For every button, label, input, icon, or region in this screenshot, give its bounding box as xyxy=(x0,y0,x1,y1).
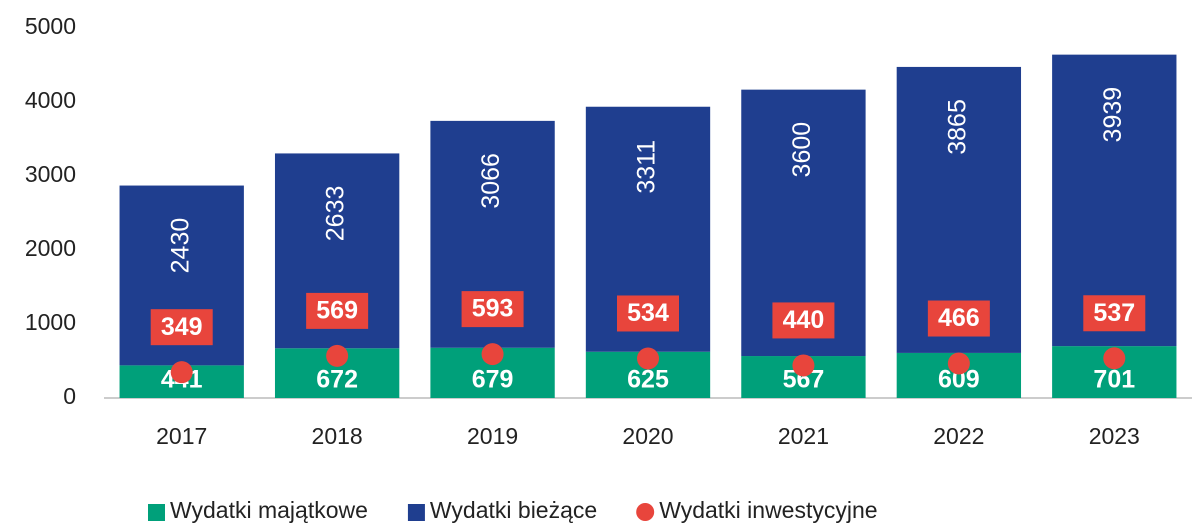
label-box xyxy=(306,292,369,329)
data-label: 466 xyxy=(938,304,980,332)
label-box xyxy=(772,302,835,339)
label-box xyxy=(617,295,679,332)
x-tick-label: 2021 xyxy=(778,423,829,449)
data-label: 679 xyxy=(472,366,514,394)
data-label: 534 xyxy=(627,299,669,327)
data-label: 349 xyxy=(161,313,203,341)
y-tick-label: 5000 xyxy=(25,13,76,39)
y-tick-label: 4000 xyxy=(25,87,76,113)
dot xyxy=(637,347,659,370)
dot xyxy=(947,352,970,375)
dot xyxy=(481,343,504,366)
legend-label: Wydatki bieżące xyxy=(430,497,597,523)
data-label: 569 xyxy=(316,297,358,325)
y-tick-label: 0 xyxy=(63,383,76,409)
label-box xyxy=(150,309,213,346)
data-label: 2633 xyxy=(322,186,350,242)
x-tick-label: 2018 xyxy=(312,423,363,449)
x-tick-label: 2019 xyxy=(467,423,518,449)
legend-label: Wydatki majątkowe xyxy=(170,497,368,523)
label-box xyxy=(461,291,524,328)
data-label: 701 xyxy=(1093,366,1135,394)
data-label: 593 xyxy=(472,295,514,323)
data-label: 537 xyxy=(1093,299,1135,327)
dot xyxy=(170,361,193,384)
data-label: 3066 xyxy=(477,153,505,209)
x-tick-label: 2022 xyxy=(933,423,984,449)
data-label: 3865 xyxy=(943,99,971,155)
legend-swatch xyxy=(148,504,165,521)
legend-swatch xyxy=(407,504,425,521)
dot xyxy=(326,344,349,367)
dot xyxy=(792,354,815,377)
y-tick-label: 1000 xyxy=(25,309,76,335)
y-tick-label: 2000 xyxy=(25,235,76,261)
legend-swatch xyxy=(636,503,655,521)
legend-label: Wydatki inwestycyjne xyxy=(659,497,877,523)
dot xyxy=(1103,347,1126,370)
data-label: 440 xyxy=(783,306,825,334)
label-box xyxy=(927,300,990,337)
data-label: 3939 xyxy=(1099,87,1127,143)
label-box xyxy=(1083,295,1146,332)
data-label: 625 xyxy=(627,366,669,394)
y-tick-label: 3000 xyxy=(25,161,76,187)
data-label: 3311 xyxy=(633,140,661,194)
x-tick-label: 2020 xyxy=(622,423,673,449)
data-label: 2430 xyxy=(166,218,194,274)
x-tick-label: 2017 xyxy=(156,423,207,449)
data-label: 3600 xyxy=(788,122,816,178)
data-label: 672 xyxy=(316,366,358,394)
x-tick-label: 2023 xyxy=(1089,423,1140,449)
